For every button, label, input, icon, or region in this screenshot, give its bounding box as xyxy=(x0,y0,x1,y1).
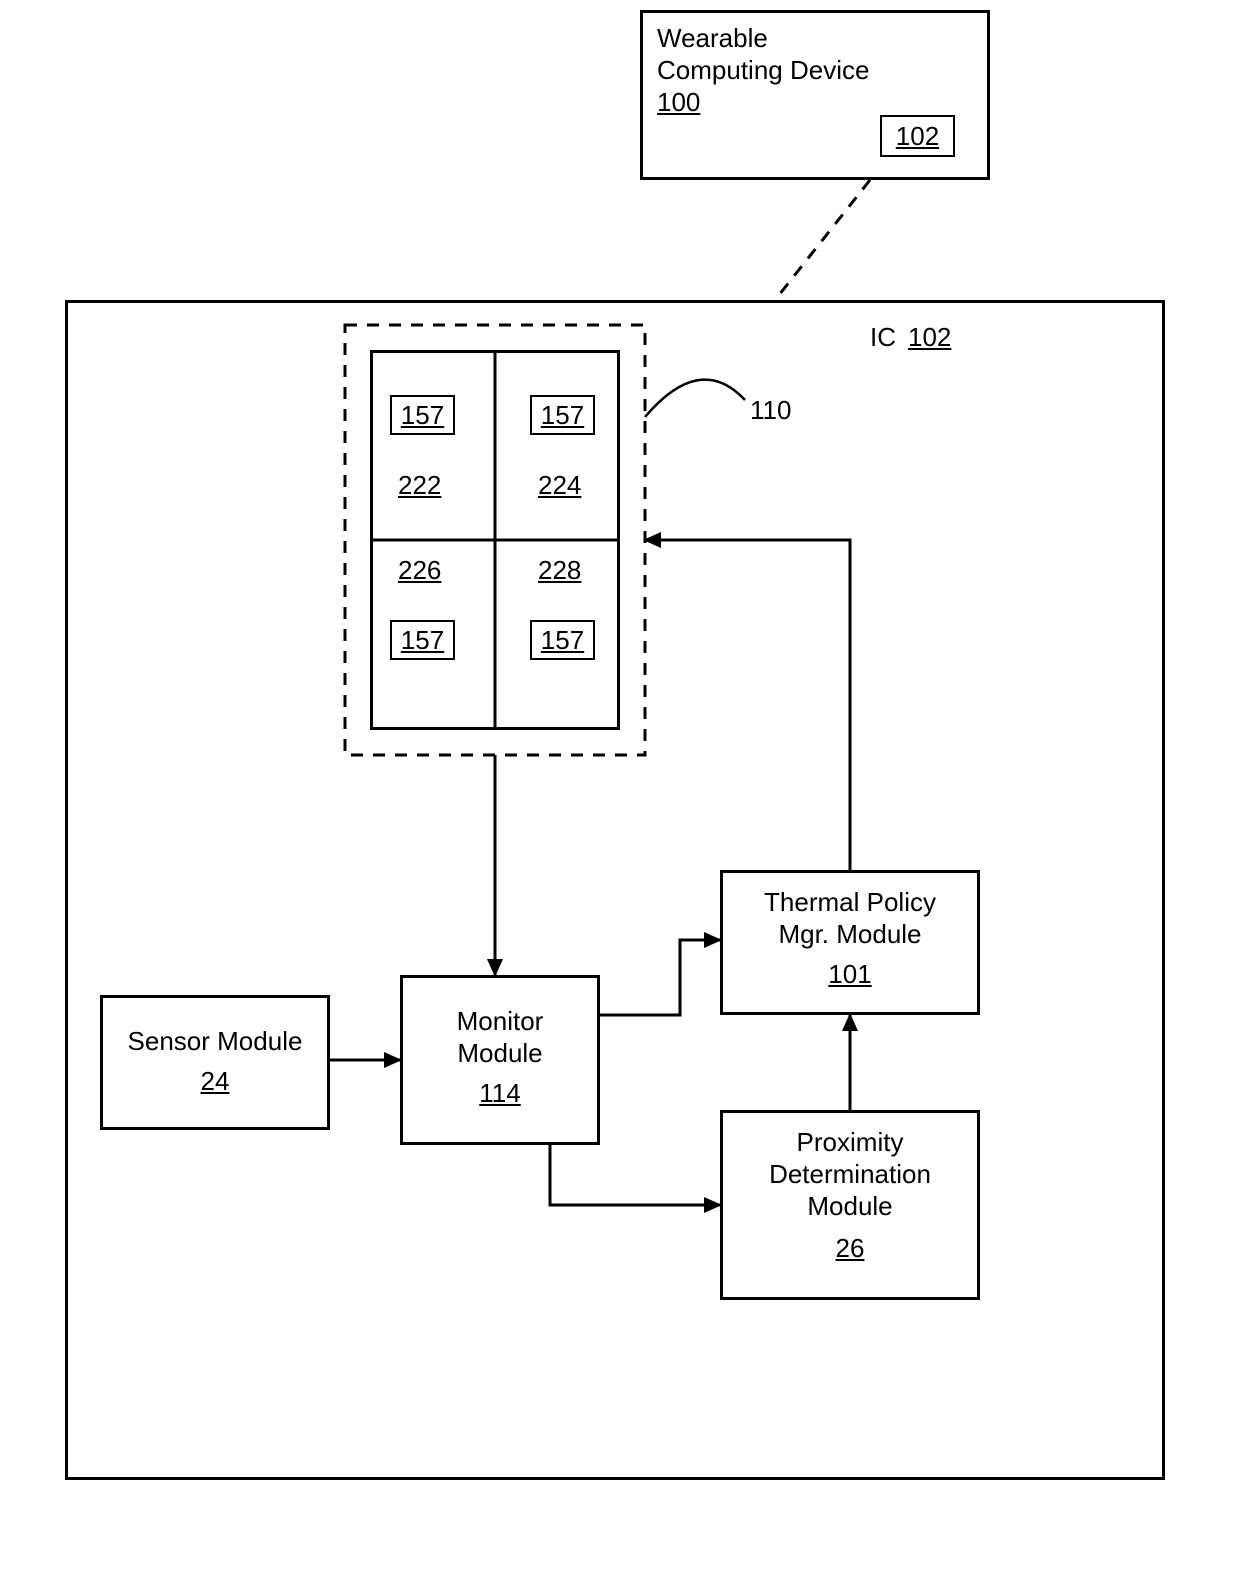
wearable-title-2: Computing Device xyxy=(657,55,869,86)
core-ref-228: 228 xyxy=(538,555,581,586)
proximity-module-ref: 26 xyxy=(723,1233,977,1264)
monitor-module-label-1: Monitor xyxy=(403,1006,597,1037)
wearable-inner-ref-box: 102 xyxy=(880,115,955,157)
proximity-module-box: Proximity Determination Module 26 xyxy=(720,1110,980,1300)
sensor-157-bl-label: 157 xyxy=(392,622,453,656)
sensor-157-tl: 157 xyxy=(390,395,455,435)
thermal-module-label-1: Thermal Policy xyxy=(723,887,977,918)
monitor-module-ref: 114 xyxy=(403,1078,597,1109)
sensor-157-tl-label: 157 xyxy=(392,397,453,431)
core-ref-224: 224 xyxy=(538,470,581,501)
ic-ref: 102 xyxy=(908,322,951,353)
sensor-module-label: Sensor Module xyxy=(103,1026,327,1057)
core-ref-222: 222 xyxy=(398,470,441,501)
proximity-module-label-3: Module xyxy=(723,1191,977,1222)
sensor-module-ref: 24 xyxy=(103,1066,327,1097)
core-group-callout: 110 xyxy=(750,395,791,426)
thermal-module-label-2: Mgr. Module xyxy=(723,919,977,950)
sensor-157-tr-label: 157 xyxy=(532,397,593,431)
core-ref-226: 226 xyxy=(398,555,441,586)
diagram-canvas: Wearable Computing Device 100 102 IC 102… xyxy=(0,0,1240,1570)
sensor-157-tr: 157 xyxy=(530,395,595,435)
wearable-title-1: Wearable xyxy=(657,23,768,54)
monitor-module-label-2: Module xyxy=(403,1038,597,1069)
proximity-module-label-1: Proximity xyxy=(723,1127,977,1158)
sensor-module-box: Sensor Module 24 xyxy=(100,995,330,1130)
monitor-module-box: Monitor Module 114 xyxy=(400,975,600,1145)
thermal-module-box: Thermal Policy Mgr. Module 101 xyxy=(720,870,980,1015)
wearable-ref: 100 xyxy=(657,87,700,118)
dashed-wearable-to-ic xyxy=(775,180,870,300)
sensor-157-br-label: 157 xyxy=(532,622,593,656)
wearable-inner-ref: 102 xyxy=(882,117,953,152)
proximity-module-label-2: Determination xyxy=(723,1159,977,1190)
ic-label-prefix: IC xyxy=(870,322,896,353)
thermal-module-ref: 101 xyxy=(723,959,977,990)
sensor-157-bl: 157 xyxy=(390,620,455,660)
sensor-157-br: 157 xyxy=(530,620,595,660)
